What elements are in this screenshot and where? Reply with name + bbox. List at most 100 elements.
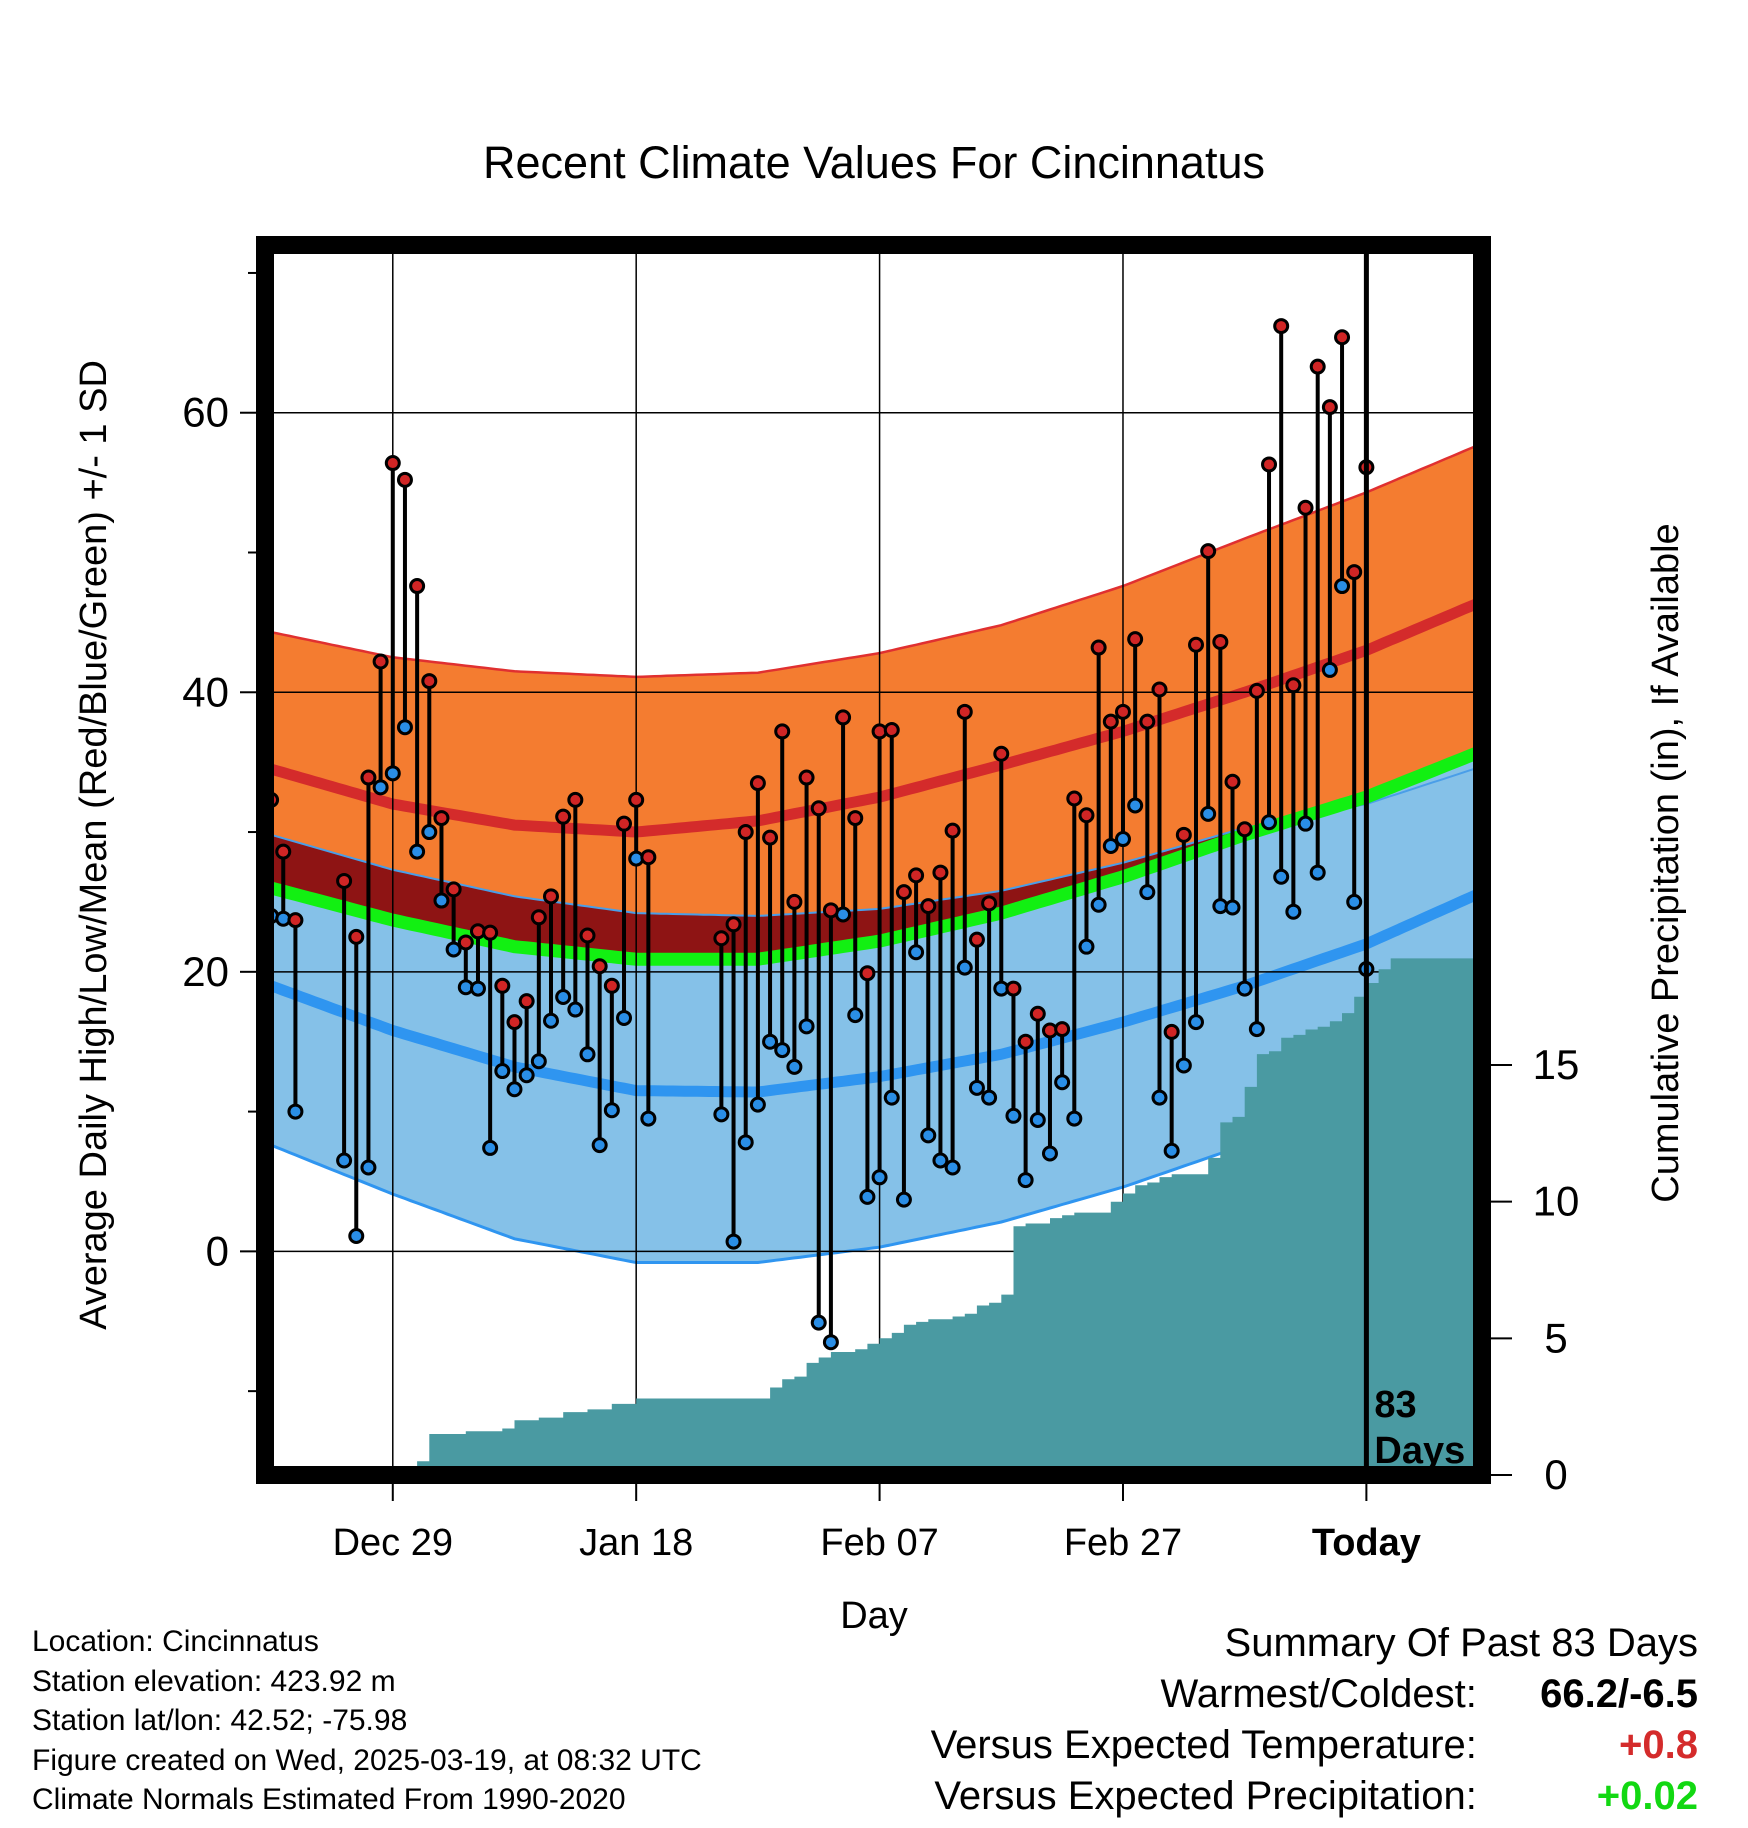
high-point [822,902,839,919]
low-point [1163,1142,1180,1159]
plot-frame [256,236,1491,1484]
low-point [774,1042,791,1059]
high-point [944,822,961,839]
low-point [542,1012,559,1029]
high-point [1017,1033,1034,1050]
low-point [567,1001,584,1018]
high-point [640,849,657,866]
low-point [396,719,413,736]
high-point [360,769,377,786]
y2-tick-label: 0 [1544,1451,1567,1498]
low-point [433,892,450,909]
summary-panel: Summary Of Past 83 Days Warmest/Coldest:… [931,1618,1698,1822]
low-point [445,941,462,958]
high-point [1175,826,1192,843]
high-point [956,703,973,720]
high-point [1200,543,1217,560]
low-point [1236,980,1253,997]
location-text: Location: Cincinnatus [32,1625,319,1658]
precip-anomaly-label: Versus Expected Precipitation: [934,1774,1477,1818]
high-point [1273,318,1290,335]
low-point [1114,831,1131,848]
high-point [1078,807,1095,824]
low-point [981,1089,998,1106]
high-point [603,977,620,994]
low-point [920,1127,937,1144]
high-point [798,769,815,786]
high-point [1029,1005,1046,1022]
x-tick-label: Jan 18 [579,1522,693,1564]
low-point [762,1033,779,1050]
high-point [1261,456,1278,473]
high-point [506,1014,523,1031]
y-tick-label: 40 [182,668,229,715]
y-tick-label: 20 [182,948,229,995]
temp-anomaly-label: Versus Expected Temperature: [930,1723,1477,1767]
low-point [1127,797,1144,814]
low-point [883,1089,900,1106]
high-point [457,934,474,951]
elevation-text: Station elevation: 423.92 m [32,1664,396,1698]
high-point [591,958,608,975]
low-point [603,1102,620,1119]
high-point [883,722,900,739]
high-point [555,808,572,825]
high-point [482,924,499,941]
low-point [372,779,389,796]
low-point [1224,899,1241,916]
high-point [396,471,413,488]
low-point [1151,1089,1168,1106]
high-point [494,977,511,994]
low-point [1017,1172,1034,1189]
high-point [336,872,353,889]
chart-title: Recent Climate Values For Cincinnatus [483,137,1265,188]
high-point [1054,1021,1071,1038]
high-point [1224,773,1241,790]
high-point [749,775,766,792]
low-point [1273,868,1290,885]
low-point [1248,1021,1265,1038]
low-point [469,980,486,997]
low-point [1175,1057,1192,1074]
low-point [640,1110,657,1127]
high-point [968,931,985,948]
low-point [1139,884,1156,901]
high-point [981,895,998,912]
high-point [433,810,450,827]
low-point [1090,896,1107,913]
low-point [932,1152,949,1169]
low-point [1321,661,1338,678]
low-point [1297,815,1314,832]
low-point [287,1103,304,1120]
low-point [968,1079,985,1096]
high-point [847,810,864,827]
latlon-text: Station lat/lon: 42.52; -75.98 [32,1704,408,1737]
days-marker-label: Days [1374,1430,1465,1472]
high-point [1248,682,1265,699]
low-point [895,1191,912,1208]
high-point [1139,713,1156,730]
high-point [1066,790,1083,807]
low-point [336,1152,353,1169]
high-point [932,864,949,881]
low-point [810,1314,827,1331]
precip-anomaly-row: Versus Expected Precipitation: +0.02 [931,1771,1698,1822]
high-point [1102,713,1119,730]
low-point [1066,1110,1083,1127]
low-point [725,1233,742,1250]
low-point [348,1227,365,1244]
low-point [421,824,438,841]
x-axis-label: Day [840,1595,908,1637]
low-point [1041,1145,1058,1162]
high-point [713,930,730,947]
low-point [579,1046,596,1063]
high-point [1163,1023,1180,1040]
warmest-coldest-row: Warmest/Coldest: 66.2/-6.5 [931,1669,1699,1720]
low-point [1102,838,1119,855]
high-point [275,843,292,860]
high-point [530,909,547,926]
high-point [1309,358,1326,375]
high-point [859,965,876,982]
low-point [786,1058,803,1075]
